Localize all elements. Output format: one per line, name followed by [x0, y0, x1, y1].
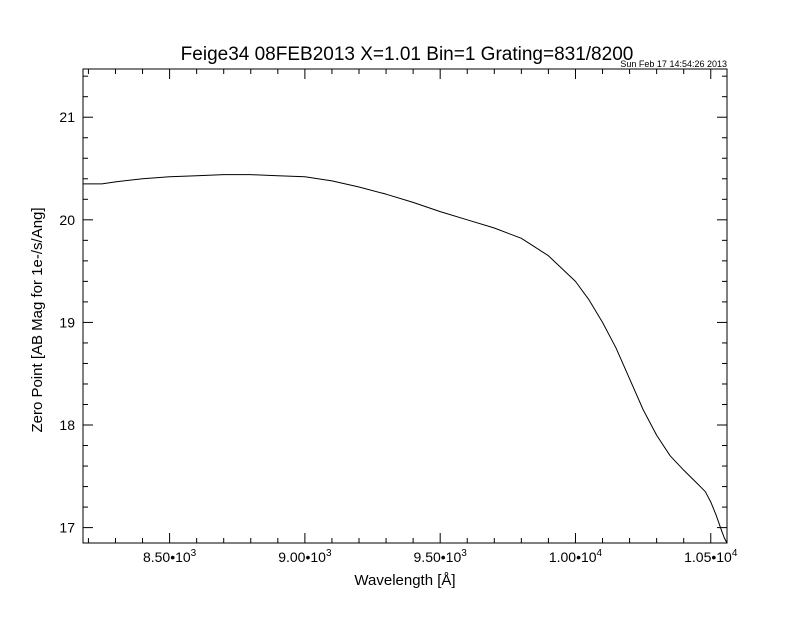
y-tick-label: 18 — [59, 417, 75, 433]
y-axis-label: Zero Point [AB Mag for 1e-/s/Ang] — [29, 207, 46, 432]
series-line — [83, 174, 728, 544]
x-tick-label: 1.05•104 — [684, 548, 738, 565]
plot-frame — [82, 68, 728, 544]
tick-labels: 8.50•103 9.00•103 9.50•103 1.00•104 1.05•104… — [59, 109, 737, 565]
plot-timestamp: Sun Feb 17 14:54:26 2013 — [620, 59, 727, 69]
x-tick-label: 9.00•103 — [278, 548, 332, 565]
series-layer — [83, 174, 728, 544]
axis-ticks — [83, 69, 727, 543]
y-tick-label: 17 — [59, 520, 75, 536]
y-tick-label: 20 — [59, 212, 75, 228]
chart-title: Feige34 08FEB2013 X=1.01 Bin=1 Grating=8… — [181, 44, 634, 65]
x-tick-label: 8.50•103 — [143, 548, 197, 565]
x-tick-label: 9.50•103 — [414, 548, 468, 565]
x-tick-label: 1.00•104 — [549, 548, 603, 565]
y-tick-label: 21 — [59, 109, 75, 125]
x-axis-label: Wavelength [Å] — [354, 572, 455, 589]
y-tick-label: 19 — [59, 314, 75, 330]
